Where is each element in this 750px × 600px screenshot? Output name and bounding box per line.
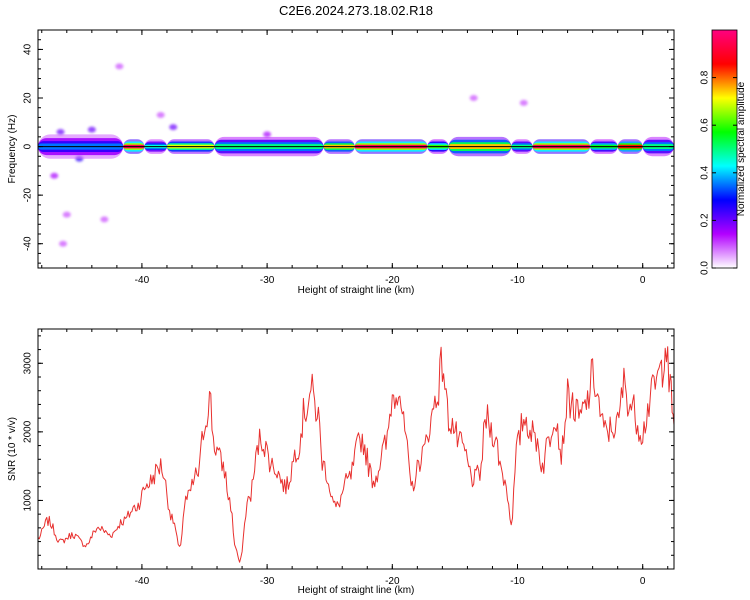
spectrogram-blob xyxy=(263,131,272,138)
snr-x-tick-label: -30 xyxy=(260,576,275,587)
spectrogram-y-tick-label: -20 xyxy=(23,187,34,202)
spectrogram-blob xyxy=(519,99,528,106)
spectrogram-blob xyxy=(115,63,124,70)
snr-x-axis-label: Height of straight line (km) xyxy=(298,585,415,596)
snr-frame xyxy=(37,328,675,570)
spectrogram-x-axis-label: Height of straight line (km) xyxy=(298,285,415,296)
spectrogram-x-tick-label: -10 xyxy=(510,275,525,286)
spectrogram-y-axis-label: Frequency (Hz) xyxy=(7,115,18,184)
snr-y-tick-label: 3000 xyxy=(23,352,34,375)
spectrogram-blob xyxy=(169,124,178,131)
colorbar-tick-label: 0.8 xyxy=(700,70,711,84)
snr-x-tick-label: -40 xyxy=(135,576,150,587)
chart-title: C2E6.2024.273.18.02.R18 xyxy=(279,3,433,18)
snr-plot-area xyxy=(38,329,674,569)
snr-panel: -40 -30 -20 -10 0 1000 2000 3000 Height of str… xyxy=(7,328,675,596)
spectrogram-y-tick-label: 20 xyxy=(23,92,34,104)
colorbar-gradient xyxy=(711,29,738,269)
spectrogram-y-axis: -40 -20 0 20 40 xyxy=(23,29,674,264)
snr-y-tick-label: 2000 xyxy=(23,420,34,443)
spectrogram-x-tick-label: -30 xyxy=(260,275,275,286)
spectrogram-blob xyxy=(469,95,478,101)
colorbar-tick-label: 0.6 xyxy=(700,118,711,132)
snr-content xyxy=(38,346,674,563)
spectrogram-y-tick-label: 0 xyxy=(23,143,34,149)
spectrogram-blob xyxy=(100,216,109,223)
spectrogram-content xyxy=(38,63,674,247)
spectrogram-blob xyxy=(87,126,96,133)
snr-x-tick-label: -20 xyxy=(385,576,400,587)
spectrogram-frame xyxy=(37,29,675,269)
colorbar-ticks: 0.0 0.2 0.4 0.6 0.8 xyxy=(700,70,737,275)
spectrogram-x-tick-label: -20 xyxy=(385,275,400,286)
colorbar-tick-label: 0.4 xyxy=(700,165,711,179)
snr-y-tick-label: 1000 xyxy=(23,489,34,512)
spectrogram-x-axis: -40 -30 -20 -10 0 xyxy=(41,30,669,286)
colorbar-tick-label: 0.0 xyxy=(700,261,711,275)
spectrogram-blob xyxy=(62,211,71,218)
snr-y-axis: 1000 2000 3000 xyxy=(23,335,674,570)
spectrogram-blob xyxy=(50,172,59,179)
spectrogram-x-tick-label: 0 xyxy=(640,275,646,286)
colorbar-tick-label: 0.2 xyxy=(700,213,711,227)
snr-x-axis: -40 -30 -20 -10 0 xyxy=(41,329,669,587)
spectrogram-blob xyxy=(59,240,68,247)
colorbar-label: Normalized spectral amplitude xyxy=(736,81,747,216)
spectrogram-x-tick-label: -40 xyxy=(135,275,150,286)
spectrogram-y-tick-label: -40 xyxy=(23,236,34,251)
snr-series-line xyxy=(38,346,674,563)
colorbar: 0.0 0.2 0.4 0.6 0.8 Normalized spectral ampl… xyxy=(700,29,747,275)
snr-x-tick-label: -10 xyxy=(510,576,525,587)
snr-x-tick-label: 0 xyxy=(640,576,646,587)
spectrogram-y-tick-label: 40 xyxy=(23,43,34,55)
spectrogram-panel: -40 -30 -20 -10 0 -40 -20 0 20 40 Height of stra… xyxy=(7,29,675,296)
spectrogram-blob xyxy=(156,112,165,118)
snr-y-axis-label: SNR (10 * v/v) xyxy=(7,417,18,481)
spectrogram-blob xyxy=(56,129,65,135)
